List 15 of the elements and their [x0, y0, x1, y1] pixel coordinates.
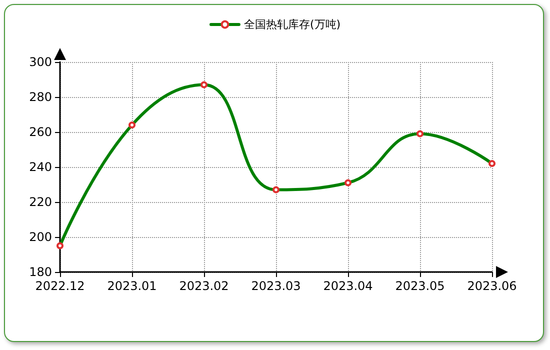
y-tick-label: 280: [29, 90, 52, 104]
x-tick-label: 2023.01: [107, 279, 157, 293]
y-tick-label: 220: [29, 195, 52, 209]
legend-label: 全国热轧库存(万吨): [244, 18, 341, 31]
x-tick-label: 2022.12: [35, 279, 85, 293]
x-tick-label: 2023.04: [323, 279, 373, 293]
y-tick-label: 260: [29, 125, 52, 139]
x-tick-label: 2023.03: [251, 279, 301, 293]
x-tick-label: 2023.02: [179, 279, 229, 293]
x-tick-label: 2023.05: [395, 279, 445, 293]
y-tick-label: 180: [29, 265, 52, 279]
y-tick-label: 300: [29, 55, 52, 69]
y-tick-label: 240: [29, 160, 52, 174]
y-tick-label: 200: [29, 230, 52, 244]
x-tick-label: 2023.06: [467, 279, 517, 293]
